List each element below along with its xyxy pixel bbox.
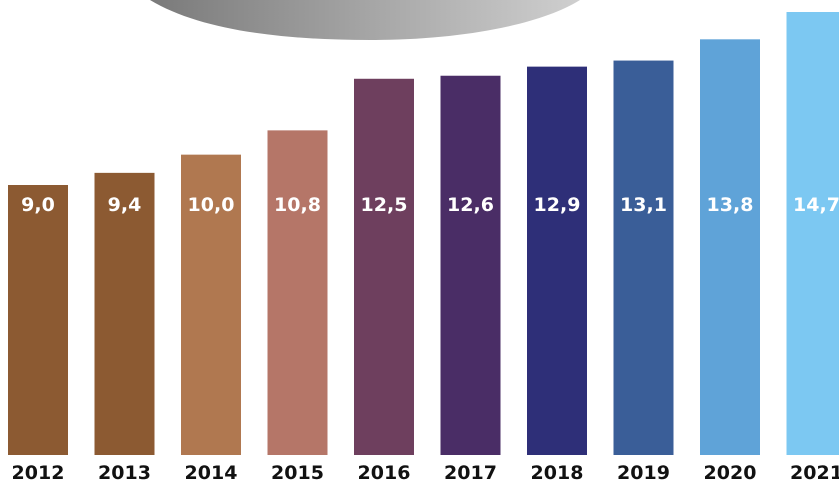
decorative-top-ellipse — [150, 0, 580, 40]
bar-2021 — [786, 12, 839, 455]
bar-2017 — [440, 75, 501, 455]
bar-2012 — [8, 185, 68, 455]
bar-2014 — [181, 154, 241, 456]
value-label-2016: 12,5 — [361, 194, 408, 216]
value-label-2014: 10,0 — [188, 194, 235, 216]
value-label-2013: 9,4 — [108, 194, 142, 216]
x-tick-label-2018: 2018 — [531, 462, 584, 483]
x-tick-label-2017: 2017 — [444, 462, 497, 483]
labels-layer: 9,0 2012 9,4 2013 10,0 2014 10,8 2015 12,5 2016 12… — [12, 194, 839, 483]
x-tick-label-2021: 2021 — [790, 462, 839, 483]
value-label-2012: 9,0 — [21, 194, 55, 216]
bar-2016 — [354, 78, 414, 456]
bar-2018 — [527, 66, 587, 455]
x-tick-label-2013: 2013 — [98, 462, 151, 483]
bar-2015 — [267, 130, 328, 456]
x-tick-label-2019: 2019 — [617, 462, 670, 483]
x-tick-label-2014: 2014 — [185, 462, 238, 483]
bar-2019 — [613, 60, 674, 456]
x-tick-label-2012: 2012 — [12, 462, 65, 483]
bar-2020 — [700, 39, 760, 455]
value-label-2015: 10,8 — [274, 194, 321, 216]
bars-layer — [8, 12, 839, 456]
x-tick-label-2015: 2015 — [271, 462, 324, 483]
x-tick-label-2016: 2016 — [358, 462, 411, 483]
x-tick-label-2020: 2020 — [704, 462, 757, 483]
value-label-2018: 12,9 — [534, 194, 581, 216]
value-label-2021: 14,7 — [793, 194, 839, 216]
bar-2013 — [94, 172, 155, 455]
value-label-2017: 12,6 — [447, 194, 494, 216]
value-label-2019: 13,1 — [620, 194, 667, 216]
value-label-2020: 13,8 — [707, 194, 754, 216]
